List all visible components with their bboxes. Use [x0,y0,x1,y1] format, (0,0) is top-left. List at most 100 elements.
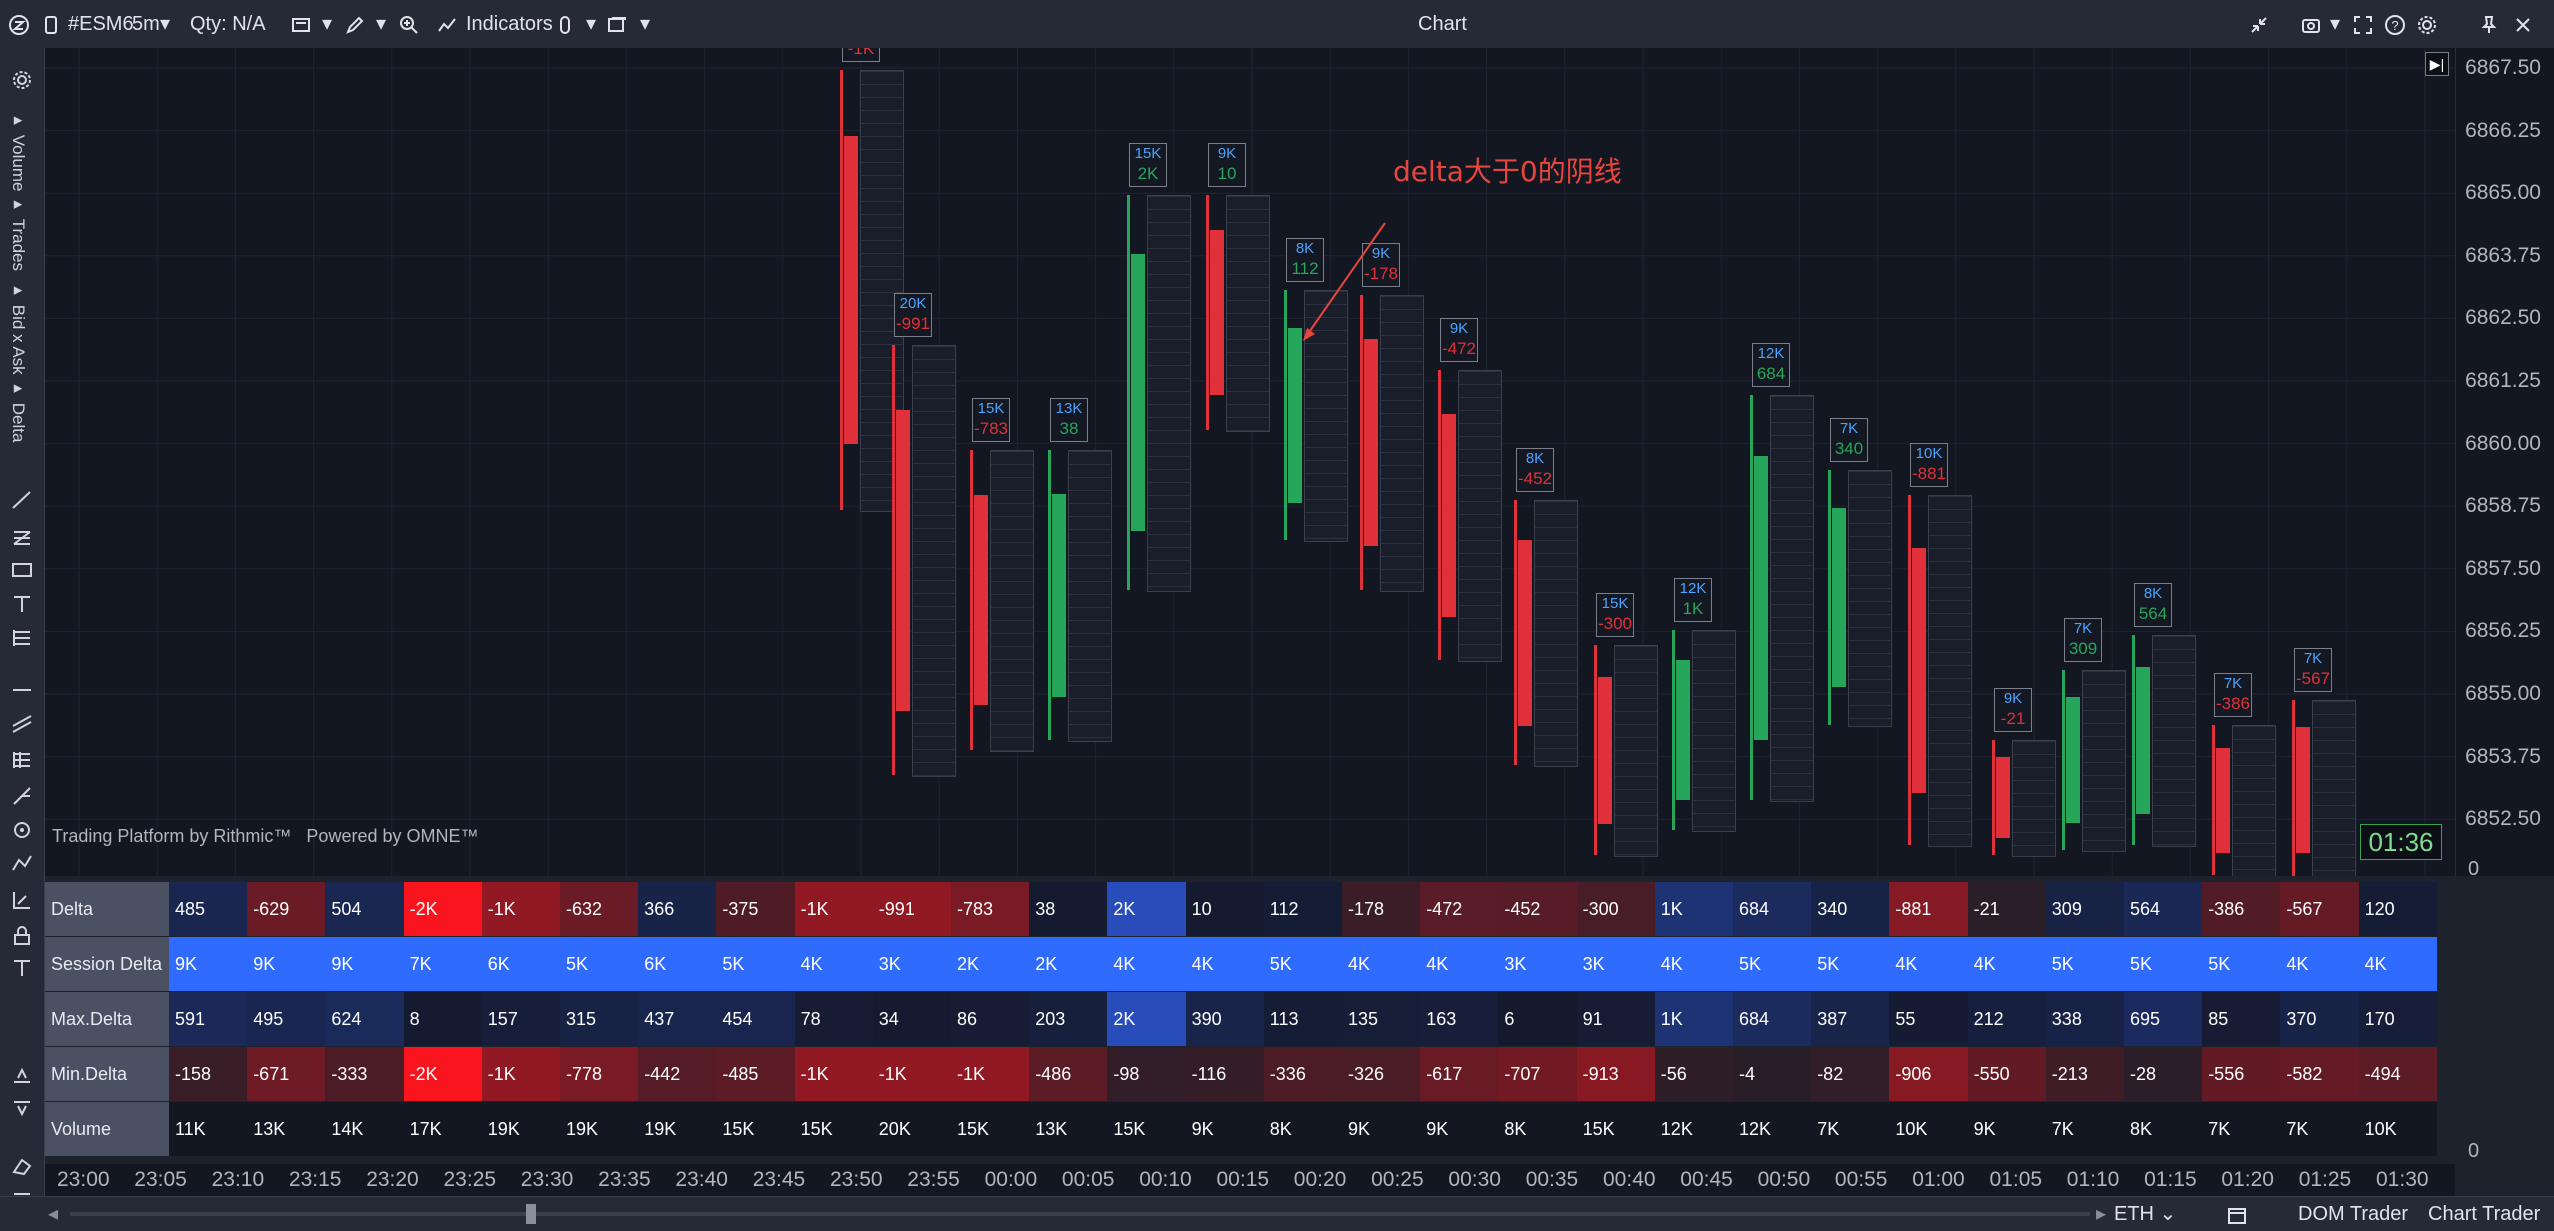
candle-delta: -991 [895,314,931,333]
price-scale[interactable]: 6867.50 6866.25 6865.00 6863.75 6862.50 6861.… [2455,48,2554,876]
time-label: 01:15 [2144,1168,2197,1191]
annotation-text: delta大于0的阴线 [1393,155,1622,188]
gear-icon[interactable] [10,68,34,92]
time-label: 01:00 [1912,1168,1965,1191]
candle-wick [1750,395,1753,800]
levels-icon[interactable] [10,626,34,650]
phone-icon[interactable] [40,0,62,48]
panel-label-bid-ask[interactable]: ▸ Bid x Ask [9,280,28,375]
scrollbar-thumb[interactable] [526,1204,536,1224]
stats-cell: 338 [2045,992,2124,1046]
fib-icon[interactable] [10,524,34,548]
qty-label[interactable]: Qty: N/A [190,13,266,35]
chevron-down-icon[interactable]: ▾ [2330,13,2341,35]
text-tool-icon[interactable] [10,592,34,616]
path-icon[interactable] [10,852,34,876]
symbol-selector[interactable]: #ESM6 [68,13,134,35]
svg-text:?: ? [2391,18,2398,33]
price-label: 6852.50 [2465,807,2541,831]
stats-cell: -386 [2202,882,2281,936]
rectangle-icon[interactable] [10,558,34,582]
text-icon[interactable] [10,956,34,980]
scroll-left-icon[interactable]: ◂ [48,1203,59,1225]
help-icon[interactable]: ? [2384,0,2406,48]
chevron-down-icon[interactable]: ▾ [322,13,333,35]
candle-body [2296,727,2310,853]
interval-selector[interactable]: 5m [132,13,160,35]
dom-trader-button[interactable]: DOM Trader [2298,1203,2409,1225]
settings-gear-icon[interactable] [2416,0,2438,48]
indicators-button[interactable]: Indicators [466,13,553,35]
stats-cell: -556 [2202,1047,2281,1101]
candle-volume: 7K [2303,650,2323,667]
stats-cell: -629 [247,882,326,936]
pitchfork-icon[interactable] [10,784,34,808]
trendline-icon[interactable] [10,488,34,512]
horizontal-scrollbar[interactable] [70,1212,2090,1216]
price-label: 6855.00 [2465,682,2541,705]
footprint-chart[interactable]: 15K-1K20K-99115K-78313K3815K2K9K108K1129… [45,48,2455,876]
candle-delta: 2K [1137,164,1159,183]
scroll-right-icon[interactable]: ▸ [2096,1203,2107,1225]
chevron-down-icon[interactable]: ▾ [160,13,171,35]
pin-icon[interactable] [2478,0,2500,48]
pencil-icon[interactable] [344,0,366,48]
stats-cell: -1K [872,1047,951,1101]
panel-label-volume[interactable]: ▸ Volume [9,110,28,192]
magnet-icon[interactable] [10,818,34,842]
chart-type-icon[interactable] [290,0,312,48]
stats-cell: 5K [2045,937,2124,991]
stats-cell: 12K [1654,1102,1733,1156]
rithmic-text: Trading Platform by Rithmic™ [52,826,292,846]
candle-volume: 13K [1055,400,1083,417]
stats-cell: 14K [325,1102,404,1156]
stats-cell: -56 [1654,1047,1733,1101]
sort-down-icon[interactable] [10,1098,34,1122]
price-label: 6860.00 [2465,431,2541,455]
zoom-icon[interactable] [398,0,420,48]
sort-up-icon[interactable] [10,1062,34,1086]
chevron-down-icon[interactable]: ▾ [376,13,387,35]
horizontal-line-icon[interactable] [10,678,34,702]
time-axis[interactable]: 23:00 23:05 23:10 23:15 23:20 23:25 23:30 23:35… [45,1164,2455,1196]
bid-ask-ladder [1226,195,1270,432]
candle-body [1518,540,1532,726]
stats-cell: 15K [794,1102,873,1156]
lock-icon[interactable] [10,924,34,948]
panel-label-delta[interactable]: ▸ Delta [9,378,28,443]
fullscreen-icon[interactable] [2352,0,2374,48]
bid-ask-ladder [2312,700,2356,876]
stats-cell: 9K [1967,1102,2046,1156]
camera-icon[interactable] [2300,0,2322,48]
indicators-icon[interactable] [436,0,458,48]
stats-cell: 85 [2202,992,2281,1046]
candle-body [1131,254,1145,531]
time-label: 00:20 [1293,1168,1347,1191]
chevron-down-icon[interactable]: ▾ [586,13,597,35]
collapse-icon[interactable] [2248,0,2270,48]
chevron-down-icon[interactable]: ▾ [640,13,651,35]
time-label: 00:15 [1216,1168,1270,1191]
gann-icon[interactable] [10,748,34,772]
panel-label-trades[interactable]: ▸ Trades [9,194,28,272]
close-icon[interactable] [2512,0,2534,48]
layout-icon[interactable] [606,0,628,48]
bid-ask-ladder [1692,630,1736,832]
chart-trader-button[interactable]: Chart Trader [2428,1203,2541,1225]
eraser-icon[interactable] [10,1154,34,1178]
alert-icon[interactable] [554,0,576,48]
stats-cell: 15K [951,1102,1030,1156]
channel-icon[interactable] [10,712,34,736]
session-selector[interactable]: ETH ⌄ [2114,1203,2177,1225]
candle-volume: 9K [1449,320,1469,337]
scroll-to-end-icon[interactable]: ▶| [2425,52,2449,76]
stats-cell: 8K [1263,1102,1342,1156]
stats-cell: 3K [1498,937,1577,991]
measure-icon[interactable] [10,888,34,912]
stats-cell: 454 [716,992,795,1046]
calendar-icon[interactable] [2226,1197,2248,1231]
price-label: 6857.50 [2465,556,2541,580]
price-label: 6865.00 [2465,181,2541,205]
stats-cell: 120 [2358,882,2437,936]
stats-cell: -178 [1342,882,1421,936]
